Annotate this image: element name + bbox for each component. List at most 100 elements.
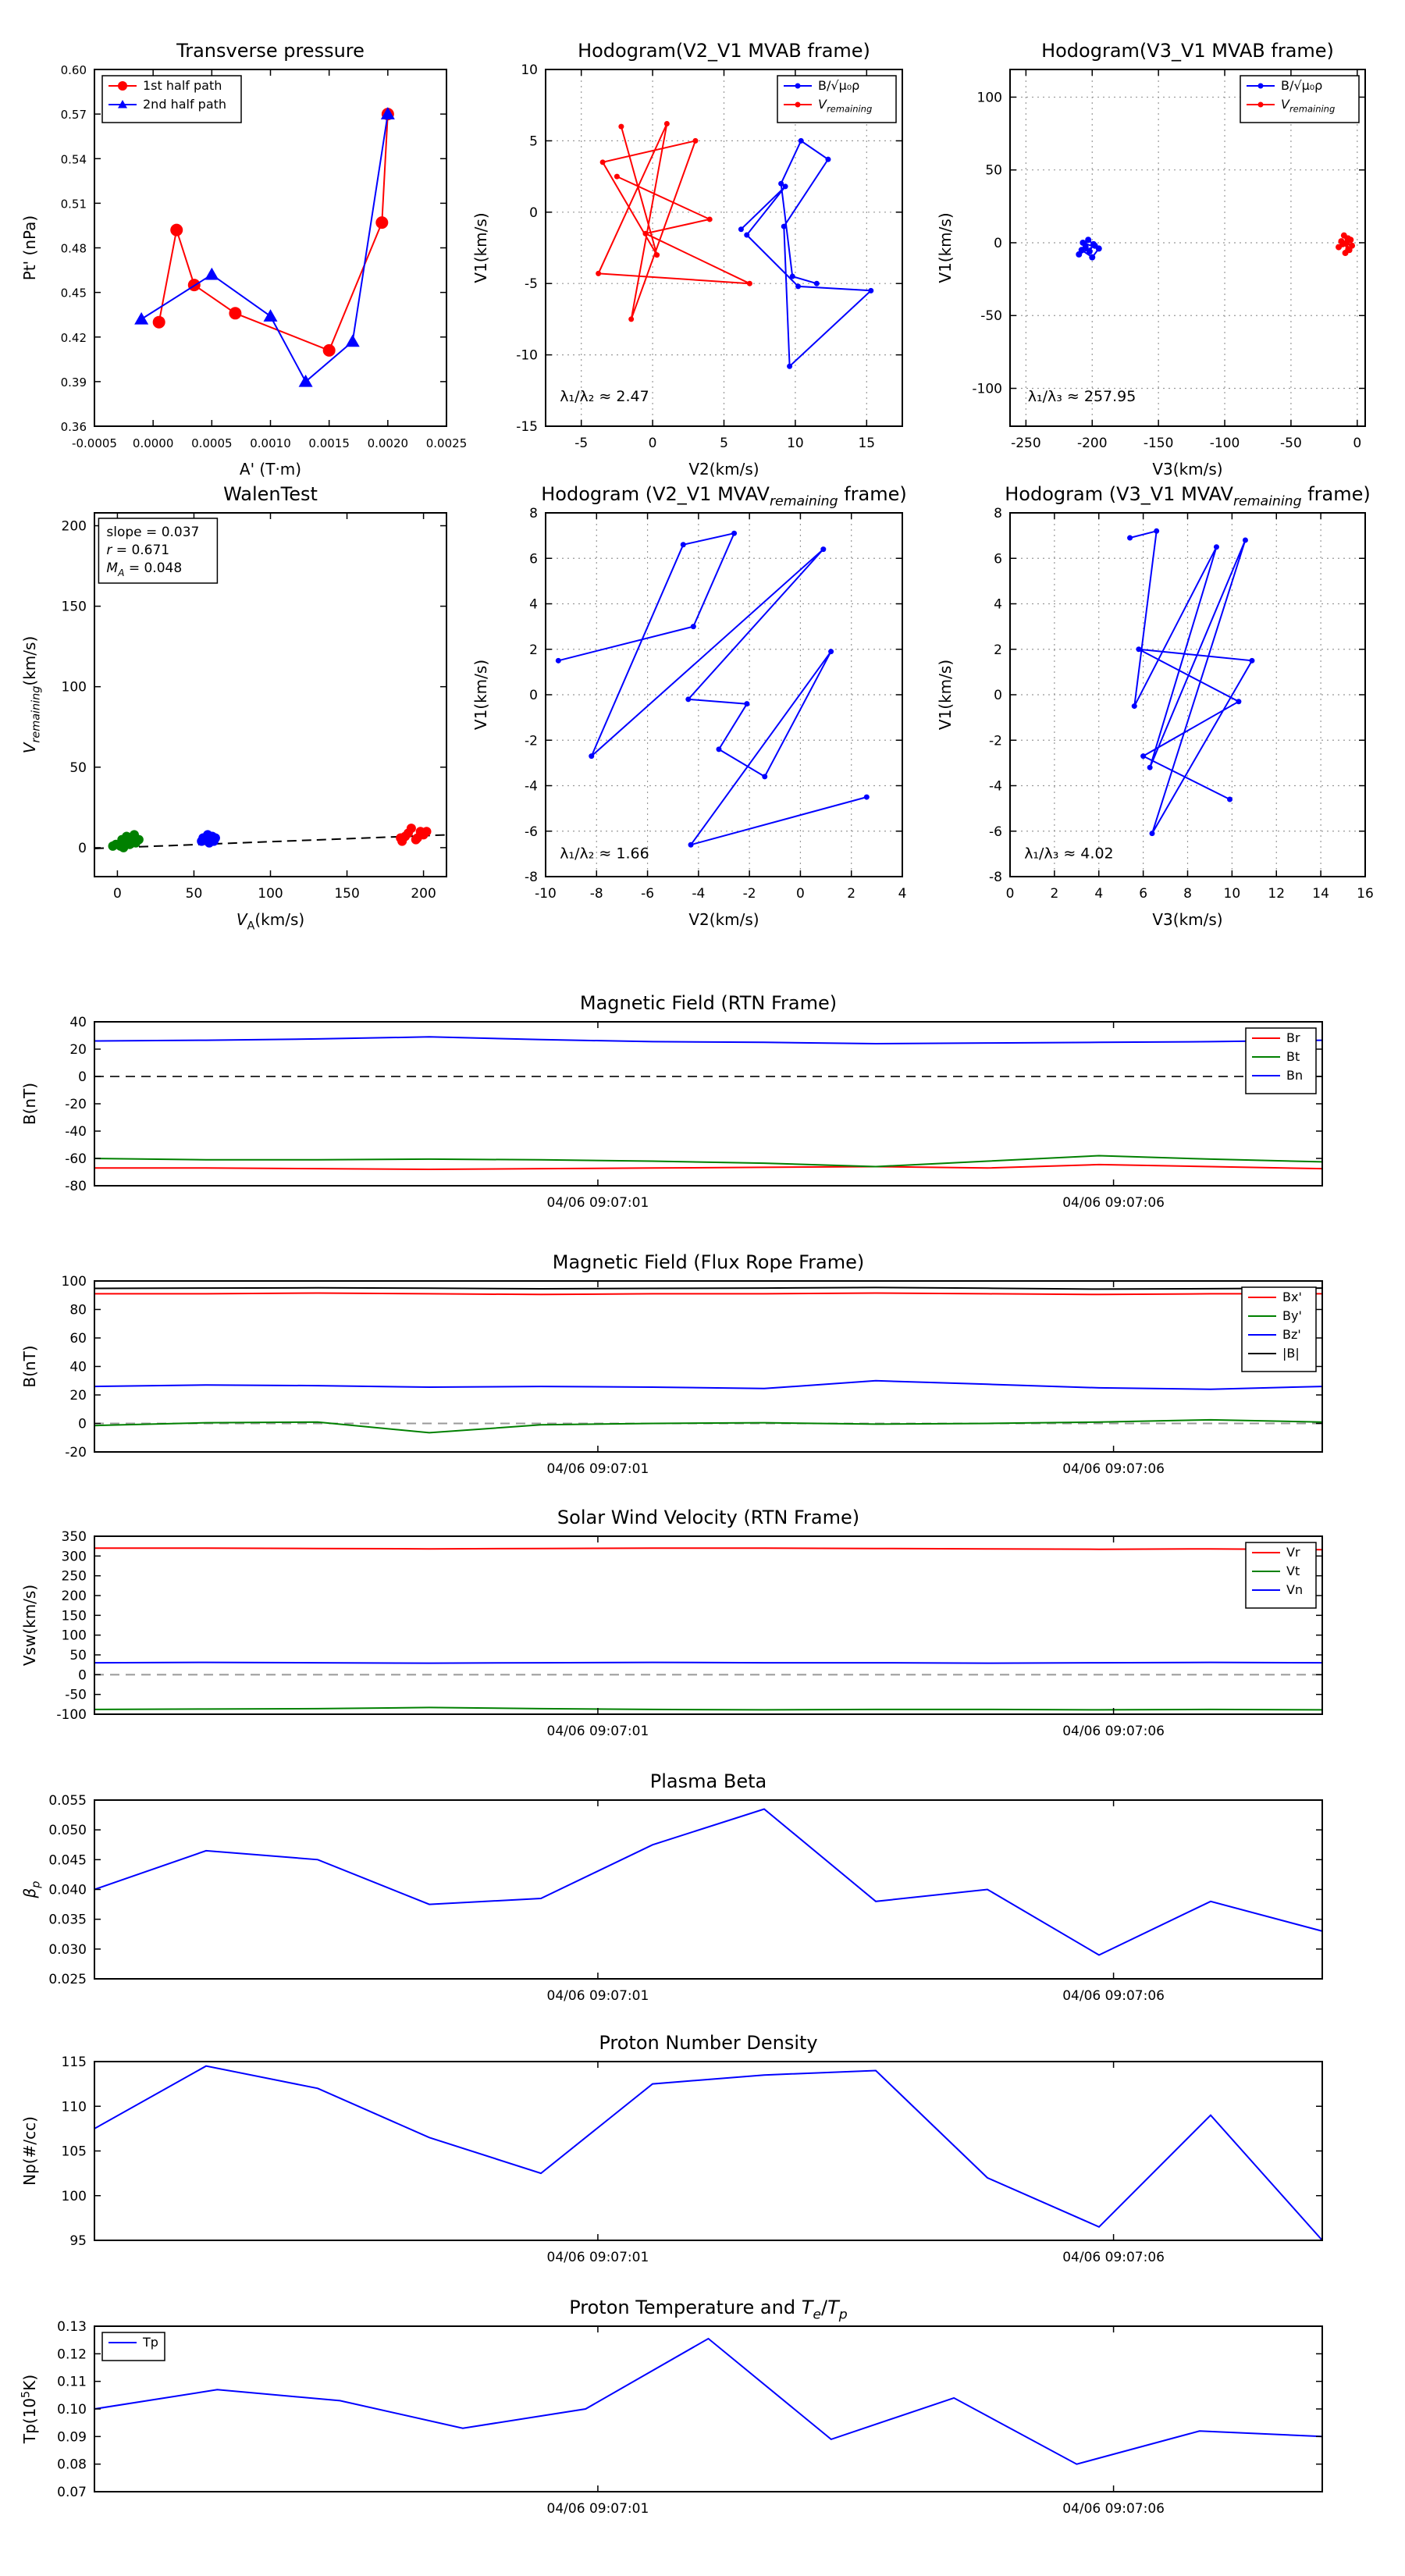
svg-text:Proton Temperature and Te/Tp: Proton Temperature and Te/Tp xyxy=(569,2297,848,2323)
svg-text:0: 0 xyxy=(649,436,657,451)
chart-proton-number-density: 04/06 09:07:01 04/06 09:07:06 95 100 105 110 1… xyxy=(20,2032,1323,2265)
svg-text:10: 10 xyxy=(787,436,804,451)
svg-text:Solar Wind Velocity (RTN Frame: Solar Wind Velocity (RTN Frame) xyxy=(557,1507,859,1528)
svg-text:-10: -10 xyxy=(516,348,538,364)
svg-text:5: 5 xyxy=(529,133,538,149)
svg-text:0.055: 0.055 xyxy=(48,1793,87,1809)
svg-text:slope = 0.037: slope = 0.037 xyxy=(106,525,199,540)
svg-text:50: 50 xyxy=(985,163,1002,179)
svg-text:-8: -8 xyxy=(525,870,538,885)
svg-text:1st half path: 1st half path xyxy=(143,78,222,93)
svg-text:10: 10 xyxy=(521,62,538,78)
svg-text:Vr: Vr xyxy=(1286,1545,1300,1560)
svg-text:04/06 09:07:06: 04/06 09:07:06 xyxy=(1062,1195,1165,1211)
svg-text:0.050: 0.050 xyxy=(48,1823,87,1838)
svg-text:2: 2 xyxy=(529,642,538,658)
svg-text:Magnetic Field (Flux Rope Fram: Magnetic Field (Flux Rope Frame) xyxy=(553,1251,864,1273)
svg-text:0.10: 0.10 xyxy=(57,2402,87,2418)
svg-text:-50: -50 xyxy=(65,1688,87,1703)
svg-text:-80: -80 xyxy=(65,1179,87,1194)
chart-proton-temperature: 04/06 09:07:01 04/06 09:07:06 0.07 0.08 0.09… xyxy=(20,2297,1323,2517)
svg-text:Bt: Bt xyxy=(1286,1049,1300,1064)
svg-text:350: 350 xyxy=(62,1529,87,1545)
svg-text:0.030: 0.030 xyxy=(48,1942,87,1958)
svg-text:20: 20 xyxy=(69,1388,87,1404)
svg-text:2nd half path: 2nd half path xyxy=(143,97,226,112)
svg-text:04/06 09:07:06: 04/06 09:07:06 xyxy=(1062,2501,1165,2517)
svg-text:Tp: Tp xyxy=(142,2335,158,2350)
svg-text:βp: βp xyxy=(20,1881,43,1899)
svg-text:-10: -10 xyxy=(535,886,557,902)
svg-text:04/06 09:07:01: 04/06 09:07:01 xyxy=(547,1195,649,1211)
svg-text:2: 2 xyxy=(847,886,855,902)
svg-text:0.12: 0.12 xyxy=(57,2347,87,2362)
chart-hodogram-v2v1-mvab: -5 0 5 10 15 -15 -10 -5 0 5 10 Hodogram(V2_V1 MVAB … xyxy=(471,40,903,479)
chart-magnetic-field-flux-rope: 04/06 09:07:01 04/06 09:07:06 -20 0 20 40 60 80… xyxy=(20,1251,1323,1477)
svg-text:150: 150 xyxy=(62,1608,87,1624)
svg-text:50: 50 xyxy=(186,886,203,902)
svg-text:0.09: 0.09 xyxy=(57,2429,87,2445)
svg-text:100: 100 xyxy=(977,90,1002,105)
svg-text:0.035: 0.035 xyxy=(48,1912,87,1928)
svg-text:04/06 09:07:01: 04/06 09:07:01 xyxy=(547,1724,649,1739)
svg-text:r = 0.671: r = 0.671 xyxy=(106,543,169,558)
svg-text:Vremaining: Vremaining xyxy=(1281,97,1335,115)
svg-text:-200: -200 xyxy=(1077,436,1108,451)
svg-text:Hodogram (V2_V1 MVAVremaining: Hodogram (V2_V1 MVAVremaining frame) xyxy=(541,483,907,510)
svg-text:40: 40 xyxy=(69,1360,87,1375)
svg-text:-250: -250 xyxy=(1011,436,1041,451)
svg-text:40: 40 xyxy=(69,1015,87,1030)
svg-text:8: 8 xyxy=(529,506,538,521)
svg-text:04/06 09:07:01: 04/06 09:07:01 xyxy=(547,1461,649,1477)
svg-text:0.60: 0.60 xyxy=(61,63,87,77)
svg-text:0.040: 0.040 xyxy=(48,1883,87,1898)
svg-text:0.0005: 0.0005 xyxy=(191,436,232,450)
svg-text:-4: -4 xyxy=(692,886,705,902)
svg-text:-50: -50 xyxy=(980,308,1002,324)
svg-text:0: 0 xyxy=(994,688,1002,703)
svg-text:Proton Number Density: Proton Number Density xyxy=(599,2032,817,2054)
svg-text:5: 5 xyxy=(720,436,728,451)
svg-text:105: 105 xyxy=(62,2144,87,2160)
svg-text:0.36: 0.36 xyxy=(61,420,87,434)
svg-text:Vn: Vn xyxy=(1286,1582,1303,1597)
svg-text:-15: -15 xyxy=(516,419,538,435)
svg-text:0.45: 0.45 xyxy=(61,286,87,301)
svg-text:Np(#/cc): Np(#/cc) xyxy=(20,2116,39,2186)
svg-text:20: 20 xyxy=(69,1042,87,1058)
svg-text:-100: -100 xyxy=(56,1707,87,1723)
svg-text:0: 0 xyxy=(78,1417,87,1432)
svg-text:0.54: 0.54 xyxy=(61,152,87,166)
svg-text:VA(km/s): VA(km/s) xyxy=(237,910,304,933)
svg-text:-6: -6 xyxy=(525,824,538,840)
svg-text:MA = 0.048: MA = 0.048 xyxy=(106,560,182,578)
svg-text:0: 0 xyxy=(796,886,805,902)
svg-text:10: 10 xyxy=(1224,886,1241,902)
svg-text:0: 0 xyxy=(78,1667,87,1683)
svg-text:8: 8 xyxy=(994,506,1002,521)
svg-text:Tp(105K): Tp(105K) xyxy=(20,2375,39,2444)
svg-text:Pt' (nPa): Pt' (nPa) xyxy=(20,215,39,280)
svg-text:0: 0 xyxy=(78,841,87,856)
svg-text:4: 4 xyxy=(529,597,538,613)
svg-text:0.13: 0.13 xyxy=(57,2319,87,2335)
svg-text:4: 4 xyxy=(1094,886,1103,902)
svg-text:04/06 09:07:01: 04/06 09:07:01 xyxy=(547,1988,649,2004)
svg-text:115: 115 xyxy=(62,2055,87,2070)
svg-text:04/06 09:07:01: 04/06 09:07:01 xyxy=(547,2501,649,2517)
svg-text:V1(km/s): V1(km/s) xyxy=(936,212,955,283)
svg-text:200: 200 xyxy=(411,886,436,902)
svg-text:0.11: 0.11 xyxy=(57,2375,87,2390)
svg-text:150: 150 xyxy=(334,886,359,902)
svg-text:-5: -5 xyxy=(574,436,588,451)
svg-text:04/06 09:07:06: 04/06 09:07:06 xyxy=(1062,2250,1165,2265)
svg-text:0: 0 xyxy=(994,236,1002,251)
svg-text:6: 6 xyxy=(994,551,1002,567)
svg-text:B/√μ₀ρ: B/√μ₀ρ xyxy=(818,78,859,93)
svg-text:|B|: |B| xyxy=(1282,1346,1300,1361)
svg-text:-6: -6 xyxy=(989,824,1002,840)
svg-text:300: 300 xyxy=(62,1549,87,1564)
svg-text:V1(km/s): V1(km/s) xyxy=(471,660,490,730)
svg-text:V3(km/s): V3(km/s) xyxy=(1152,460,1222,479)
svg-text:B(nT): B(nT) xyxy=(20,1083,39,1125)
